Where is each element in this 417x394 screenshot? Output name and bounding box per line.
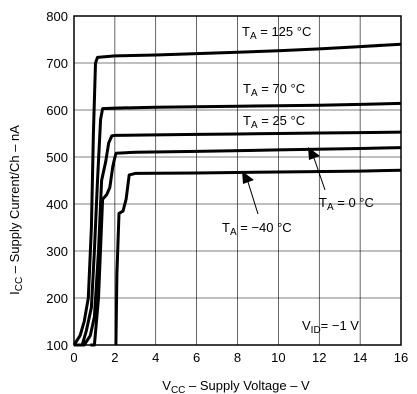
x-axis-title: VCC – Supply Voltage – V (162, 378, 310, 394)
x-tick-label: 10 (271, 350, 285, 365)
series-line-3 (90, 146, 402, 347)
series-line-2 (74, 130, 402, 347)
series-line-1 (74, 101, 402, 347)
x-tick-label: 4 (152, 350, 159, 365)
x-tick-label: 12 (312, 350, 326, 365)
x-tick-label: 14 (353, 350, 367, 365)
label-ta-25: TA = 25 °C (243, 113, 305, 131)
label-vid: VID= −1 V (302, 318, 359, 336)
y-tick-label: 400 (46, 197, 68, 212)
label-ta-70: TA = 70 °C (243, 81, 305, 99)
series-line-4 (114, 168, 402, 346)
arrow-ta-minus40 (242, 171, 259, 215)
x-tick-label: 2 (111, 350, 118, 365)
x-tick-label: 16 (394, 350, 408, 365)
plot-frame (73, 15, 402, 346)
series-line-0 (72, 42, 402, 346)
y-tick-label: 100 (46, 338, 68, 353)
label-ta-minus40: TA = −40 °C (222, 220, 292, 238)
label-ta-0: TA = 0 °C (319, 195, 374, 213)
y-tick-labels: 100 200 300 400 500 600 700 800 (46, 9, 68, 353)
y-tick-label: 500 (46, 150, 68, 165)
y-tick-label: 200 (46, 291, 68, 306)
y-tick-label: 700 (46, 56, 68, 71)
x-tick-label: 0 (70, 350, 77, 365)
x-tick-labels: 0 2 4 6 8 10 12 14 16 (70, 350, 408, 365)
y-axis-title: ICC – Supply Current/Ch – nA (7, 125, 25, 295)
y-tick-label: 800 (46, 9, 68, 24)
chart-curves (72, 42, 402, 347)
x-tick-label: 6 (193, 350, 200, 365)
y-tick-label: 300 (46, 244, 68, 259)
x-tick-label: 8 (234, 350, 241, 365)
arrow-ta-0 (308, 147, 326, 191)
chart-grid (73, 15, 402, 346)
label-ta-125: TA = 125 °C (242, 24, 311, 42)
y-tick-label: 600 (46, 103, 68, 118)
